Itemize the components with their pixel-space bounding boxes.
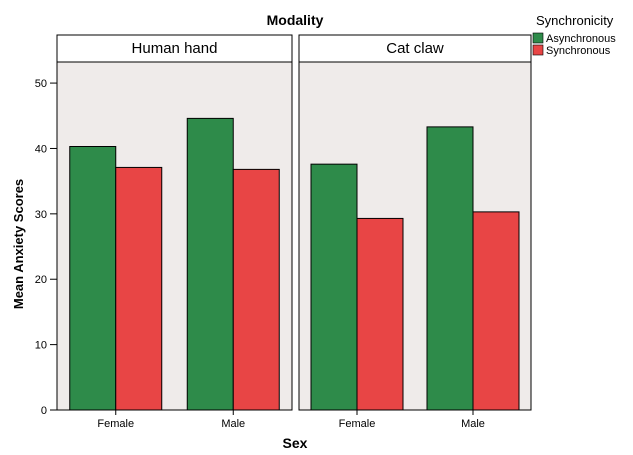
y-tick-label: 30 (35, 209, 47, 221)
y-tick-label: 20 (35, 274, 47, 286)
bar-asynchronous (426, 126, 474, 411)
bar-synchronous (232, 168, 280, 411)
bar-asynchronous (186, 117, 234, 411)
y-tick-label: 50 (35, 78, 47, 90)
plot-area: 0 10 20 30 40 50 Human hand Female Male Cat claw F… (35, 34, 532, 430)
legend-title: Synchronicity (536, 13, 614, 28)
y-axis-label: Mean Anxiety Scores (11, 179, 26, 309)
y-tick-label: 10 (35, 340, 47, 352)
bar-asynchronous (69, 146, 117, 411)
x-axis-label: Sex (283, 435, 308, 450)
bar-synchronous (115, 166, 163, 411)
panel-title: Human hand (132, 40, 218, 57)
panel-header-bg (299, 35, 531, 62)
x-tick-label: Female (339, 418, 376, 430)
bar-asynchronous (310, 163, 358, 411)
panel-header-bg (57, 35, 292, 62)
x-tick-label: Female (97, 418, 134, 430)
legend-label-asynchronous: Asynchronous (546, 33, 616, 45)
legend-swatch-synchronous (532, 44, 544, 56)
panel-title: Cat claw (386, 40, 444, 57)
chart-title: Modality (267, 12, 324, 28)
y-tick-label: 0 (41, 405, 47, 417)
x-tick-label: Male (461, 418, 485, 430)
y-tick-label: 40 (35, 143, 47, 155)
legend-label-synchronous: Synchronous (546, 45, 611, 57)
bar-synchronous (472, 211, 520, 411)
x-tick-label: Male (221, 418, 245, 430)
bar-synchronous (356, 217, 404, 411)
legend-swatch-asynchronous (532, 32, 544, 44)
